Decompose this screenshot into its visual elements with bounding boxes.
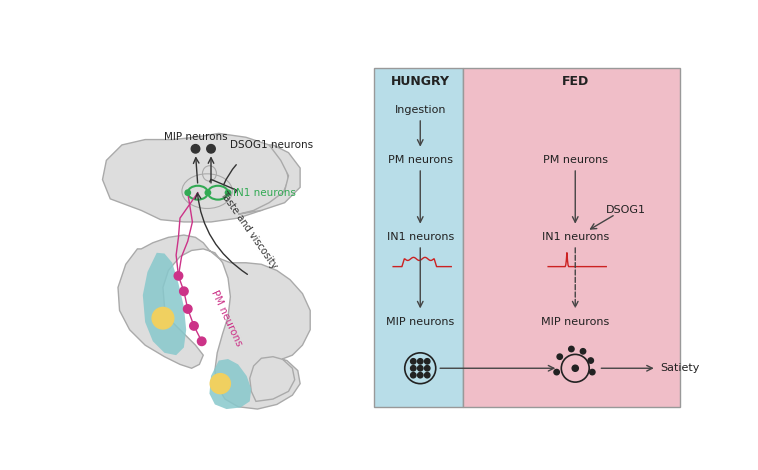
Circle shape	[191, 145, 200, 153]
Text: DSOG1 neurons: DSOG1 neurons	[230, 140, 314, 150]
Circle shape	[411, 366, 416, 371]
Circle shape	[554, 369, 559, 375]
Circle shape	[185, 190, 190, 196]
Circle shape	[424, 359, 430, 364]
Text: IN1 neurons: IN1 neurons	[542, 232, 609, 243]
Text: Taste and viscosity: Taste and viscosity	[218, 189, 279, 270]
Circle shape	[183, 305, 192, 313]
Circle shape	[225, 190, 230, 196]
Circle shape	[557, 354, 562, 360]
Polygon shape	[238, 145, 300, 214]
Text: MIP neurons: MIP neurons	[164, 132, 228, 142]
Circle shape	[590, 369, 595, 375]
Circle shape	[197, 337, 206, 345]
Text: HUNGRY: HUNGRY	[391, 75, 449, 88]
Circle shape	[411, 373, 416, 378]
Text: PM neurons: PM neurons	[388, 156, 453, 165]
Circle shape	[418, 373, 423, 378]
Circle shape	[568, 346, 574, 352]
Text: Ingestion: Ingestion	[394, 105, 446, 115]
Polygon shape	[143, 253, 186, 355]
Text: Satiety: Satiety	[660, 363, 700, 373]
Text: DSOG1: DSOG1	[606, 205, 646, 215]
Circle shape	[152, 307, 174, 329]
Text: PM neurons: PM neurons	[209, 289, 244, 348]
Bar	[463, 68, 680, 407]
Polygon shape	[209, 359, 252, 409]
Polygon shape	[102, 133, 289, 222]
Circle shape	[210, 374, 230, 394]
Circle shape	[581, 349, 586, 354]
Circle shape	[424, 373, 430, 378]
Circle shape	[190, 321, 198, 330]
Circle shape	[418, 359, 423, 364]
Circle shape	[418, 366, 423, 371]
Circle shape	[424, 366, 430, 371]
Text: MIP neurons: MIP neurons	[541, 317, 609, 327]
Text: PM neurons: PM neurons	[543, 156, 608, 165]
Circle shape	[207, 145, 215, 153]
Circle shape	[572, 365, 578, 371]
Circle shape	[588, 358, 594, 363]
Polygon shape	[118, 235, 310, 409]
Bar	[374, 68, 463, 407]
Text: IN1 neurons: IN1 neurons	[233, 188, 296, 198]
Circle shape	[180, 287, 188, 296]
Circle shape	[174, 272, 183, 280]
Circle shape	[411, 359, 416, 364]
Text: MIP neurons: MIP neurons	[386, 317, 454, 327]
Circle shape	[205, 190, 211, 196]
Text: IN1 neurons: IN1 neurons	[387, 232, 454, 243]
Text: FED: FED	[562, 75, 589, 88]
